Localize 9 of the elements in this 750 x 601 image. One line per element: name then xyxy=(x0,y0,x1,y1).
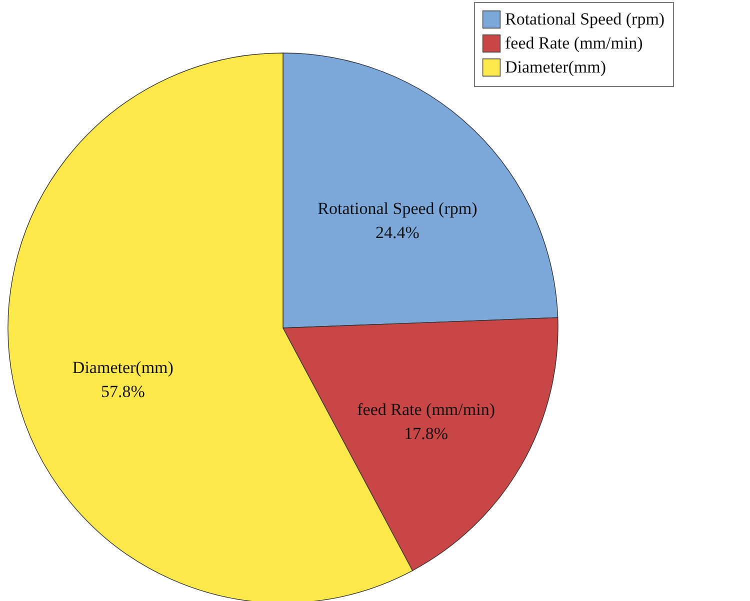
data-label: 17.8% xyxy=(404,424,448,444)
data-label: 24.4% xyxy=(375,223,420,242)
legend-label: Rotational Speed (rpm) xyxy=(505,10,665,28)
data-label: 57.8% xyxy=(100,382,145,402)
slice-label: Rotational Speed (rpm) xyxy=(318,199,478,218)
slice-label: feed Rate (mm/min) xyxy=(357,400,495,420)
slice-label: Diameter(mm) xyxy=(72,358,174,378)
legend-label: Diameter(mm) xyxy=(505,58,606,76)
legend-label: feed Rate (mm/min) xyxy=(505,34,643,52)
